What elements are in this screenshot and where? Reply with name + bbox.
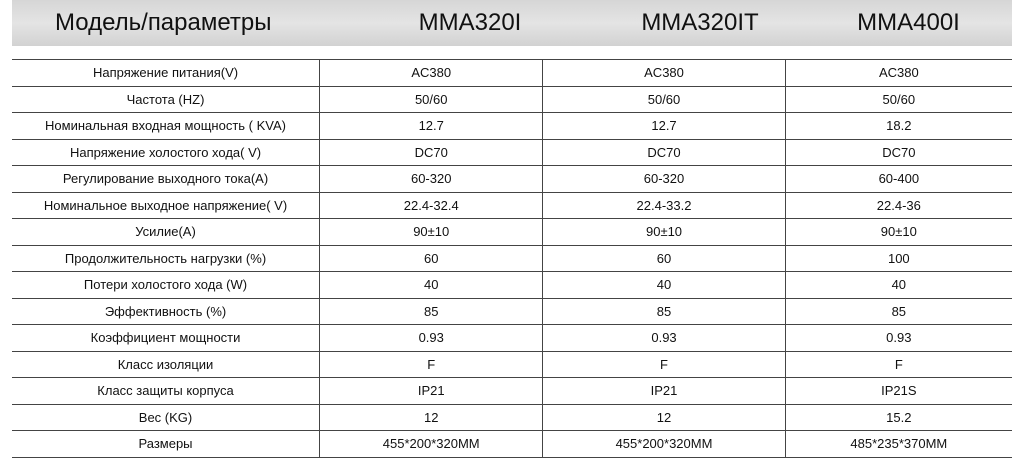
cell-value: 12.7 [542,112,786,140]
table-row: Частота (HZ) 50/60 50/60 50/60 [12,85,1012,113]
table-row: Класс защиты корпуса IP21 IP21 IP21S [12,377,1012,405]
cell-value: F [542,350,786,378]
cell-value: 455*200*320MM [319,430,543,458]
cell-value: 60-320 [319,165,543,193]
cell-value: DC70 [542,138,786,166]
cell-value: IP21 [319,377,543,405]
table-row: Усилие(A) 90±10 90±10 90±10 [12,218,1012,246]
cell-value: 60-400 [784,165,1012,193]
table-row: Класс изоляции F F F [12,350,1012,378]
row-label: Потери холостого хода (W) [12,271,320,299]
row-label: Частота (HZ) [12,85,320,113]
table-row: Номинальное выходное напряжение( V) 22.4-… [12,191,1012,219]
row-label: Напряжение питания(V) [12,59,320,87]
cell-value: 0.93 [784,324,1012,352]
cell-value: 18.2 [784,112,1012,140]
cell-value: 85 [542,297,786,325]
cell-value: 40 [784,271,1012,299]
cell-value: 100 [784,244,1012,272]
row-label: Размеры [12,430,320,458]
cell-value: AC380 [542,59,786,87]
cell-value: DC70 [784,138,1012,166]
cell-value: 85 [319,297,543,325]
row-label: Продолжительность нагрузки (%) [12,244,320,272]
table-row: Коэффициент мощности 0.93 0.93 0.93 [12,324,1012,352]
cell-value: 90±10 [319,218,543,246]
cell-value: AC380 [784,59,1012,87]
cell-value: 50/60 [784,85,1012,113]
row-label: Напряжение холостого хода( V) [12,138,320,166]
row-label: Номинальная входная мощность ( KVA) [12,112,320,140]
table-row: Эффективность (%) 85 85 85 [12,297,1012,325]
cell-value: 12 [319,403,543,431]
cell-value: 485*235*370MM [784,430,1012,458]
header-title: Модель/параметры [55,9,272,36]
cell-value: 85 [784,297,1012,325]
row-label: Класс изоляции [12,350,320,378]
table-row: Вес (KG) 12 12 15.2 [12,403,1012,431]
header: Модель/параметры MMA320I MMA320IT MMA400… [12,0,1012,46]
cell-value: 22.4-36 [784,191,1012,219]
cell-value: F [784,350,1012,378]
cell-value: AC380 [319,59,543,87]
table-row: Потери холостого хода (W) 40 40 40 [12,271,1012,299]
cell-value: 90±10 [784,218,1012,246]
cell-value: DC70 [319,138,543,166]
table-row: Размеры 455*200*320MM 455*200*320MM 485*235… [12,430,1012,458]
cell-value: 50/60 [542,85,786,113]
header-column: MMA320I [418,9,522,36]
table-row: Регулирование выходного тока(A) 60-320 60-… [12,165,1012,193]
cell-value: 0.93 [542,324,786,352]
cell-value: IP21 [542,377,786,405]
row-label: Эффективность (%) [12,297,320,325]
table-row: Номинальная входная мощность ( KVA) 12.7 1… [12,112,1012,140]
cell-value: 60 [319,244,543,272]
row-label: Регулирование выходного тока(A) [12,165,320,193]
header-column: MMA320IT [641,9,759,36]
row-label: Усилие(A) [12,218,320,246]
cell-value: 50/60 [319,85,543,113]
spec-table: Напряжение питания(V) AC380 AC380 AC380 Част… [12,59,1012,458]
row-label: Номинальное выходное напряжение( V) [12,191,320,219]
cell-value: 90±10 [542,218,786,246]
cell-value: 15.2 [784,403,1012,431]
cell-value: 0.93 [319,324,543,352]
table-row: Напряжение питания(V) AC380 AC380 AC380 [12,59,1012,87]
cell-value: 12.7 [319,112,543,140]
cell-value: 12 [542,403,786,431]
table-row: Напряжение холостого хода( V) DC70 DC70 DC7… [12,138,1012,166]
cell-value: IP21S [784,377,1012,405]
header-column: MMA400I [857,9,960,36]
table-row: Продолжительность нагрузки (%) 60 60 100 [12,244,1012,272]
cell-value: 60-320 [542,165,786,193]
row-label: Вес (KG) [12,403,320,431]
cell-value: 60 [542,244,786,272]
row-label: Коэффициент мощности [12,324,320,352]
cell-value: 40 [319,271,543,299]
cell-value: F [319,350,543,378]
cell-value: 22.4-33.2 [542,191,786,219]
row-label: Класс защиты корпуса [12,377,320,405]
cell-value: 455*200*320MM [542,430,786,458]
cell-value: 40 [542,271,786,299]
cell-value: 22.4-32.4 [319,191,543,219]
